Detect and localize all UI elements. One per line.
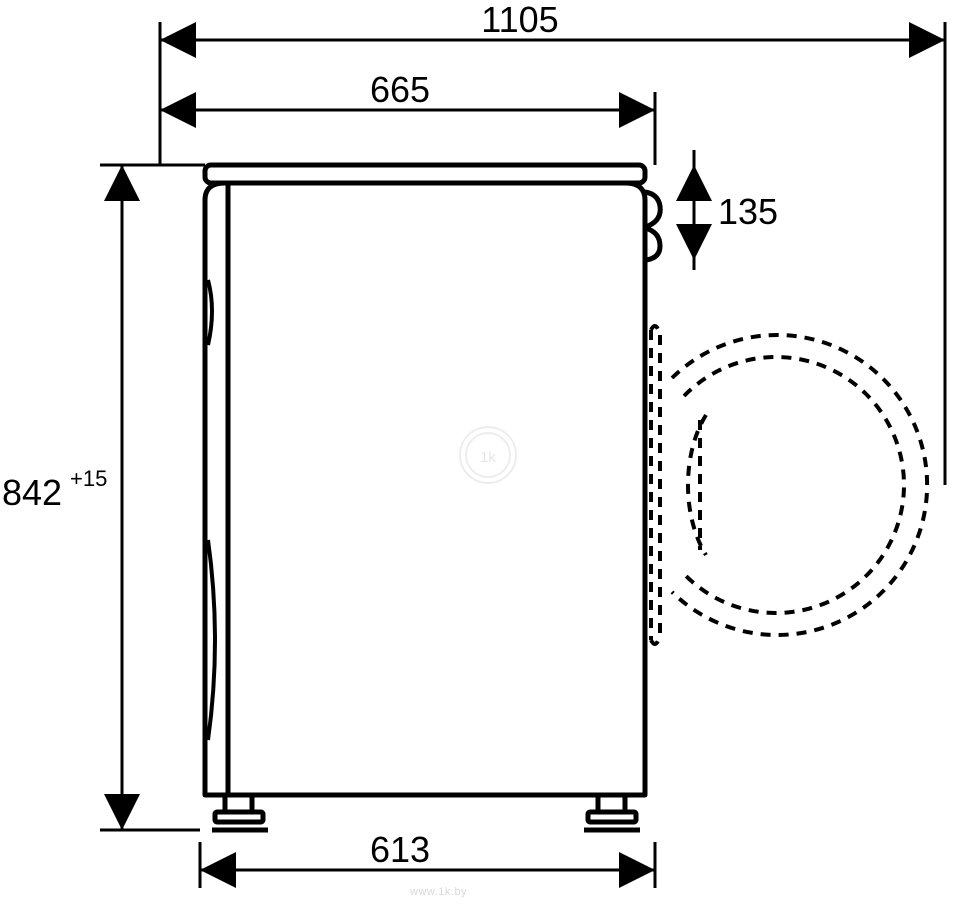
door-swing-outline <box>672 335 927 635</box>
watermark-badge: 1k <box>460 427 516 483</box>
svg-text:1k: 1k <box>480 449 496 466</box>
dimension-drawing: 1105 665 135 842 +15 613 1k <box>0 0 976 906</box>
label-overall-width: 1105 <box>481 0 558 40</box>
label-height-main: 842 <box>2 472 62 513</box>
label-height-tolerance: +15 <box>70 466 107 491</box>
label-panel-height: 135 <box>718 191 778 232</box>
watermark-text: www.1k.by <box>410 886 467 898</box>
label-base-width: 613 <box>370 829 430 870</box>
appliance-outline <box>205 165 660 830</box>
label-body-depth: 665 <box>370 69 430 110</box>
